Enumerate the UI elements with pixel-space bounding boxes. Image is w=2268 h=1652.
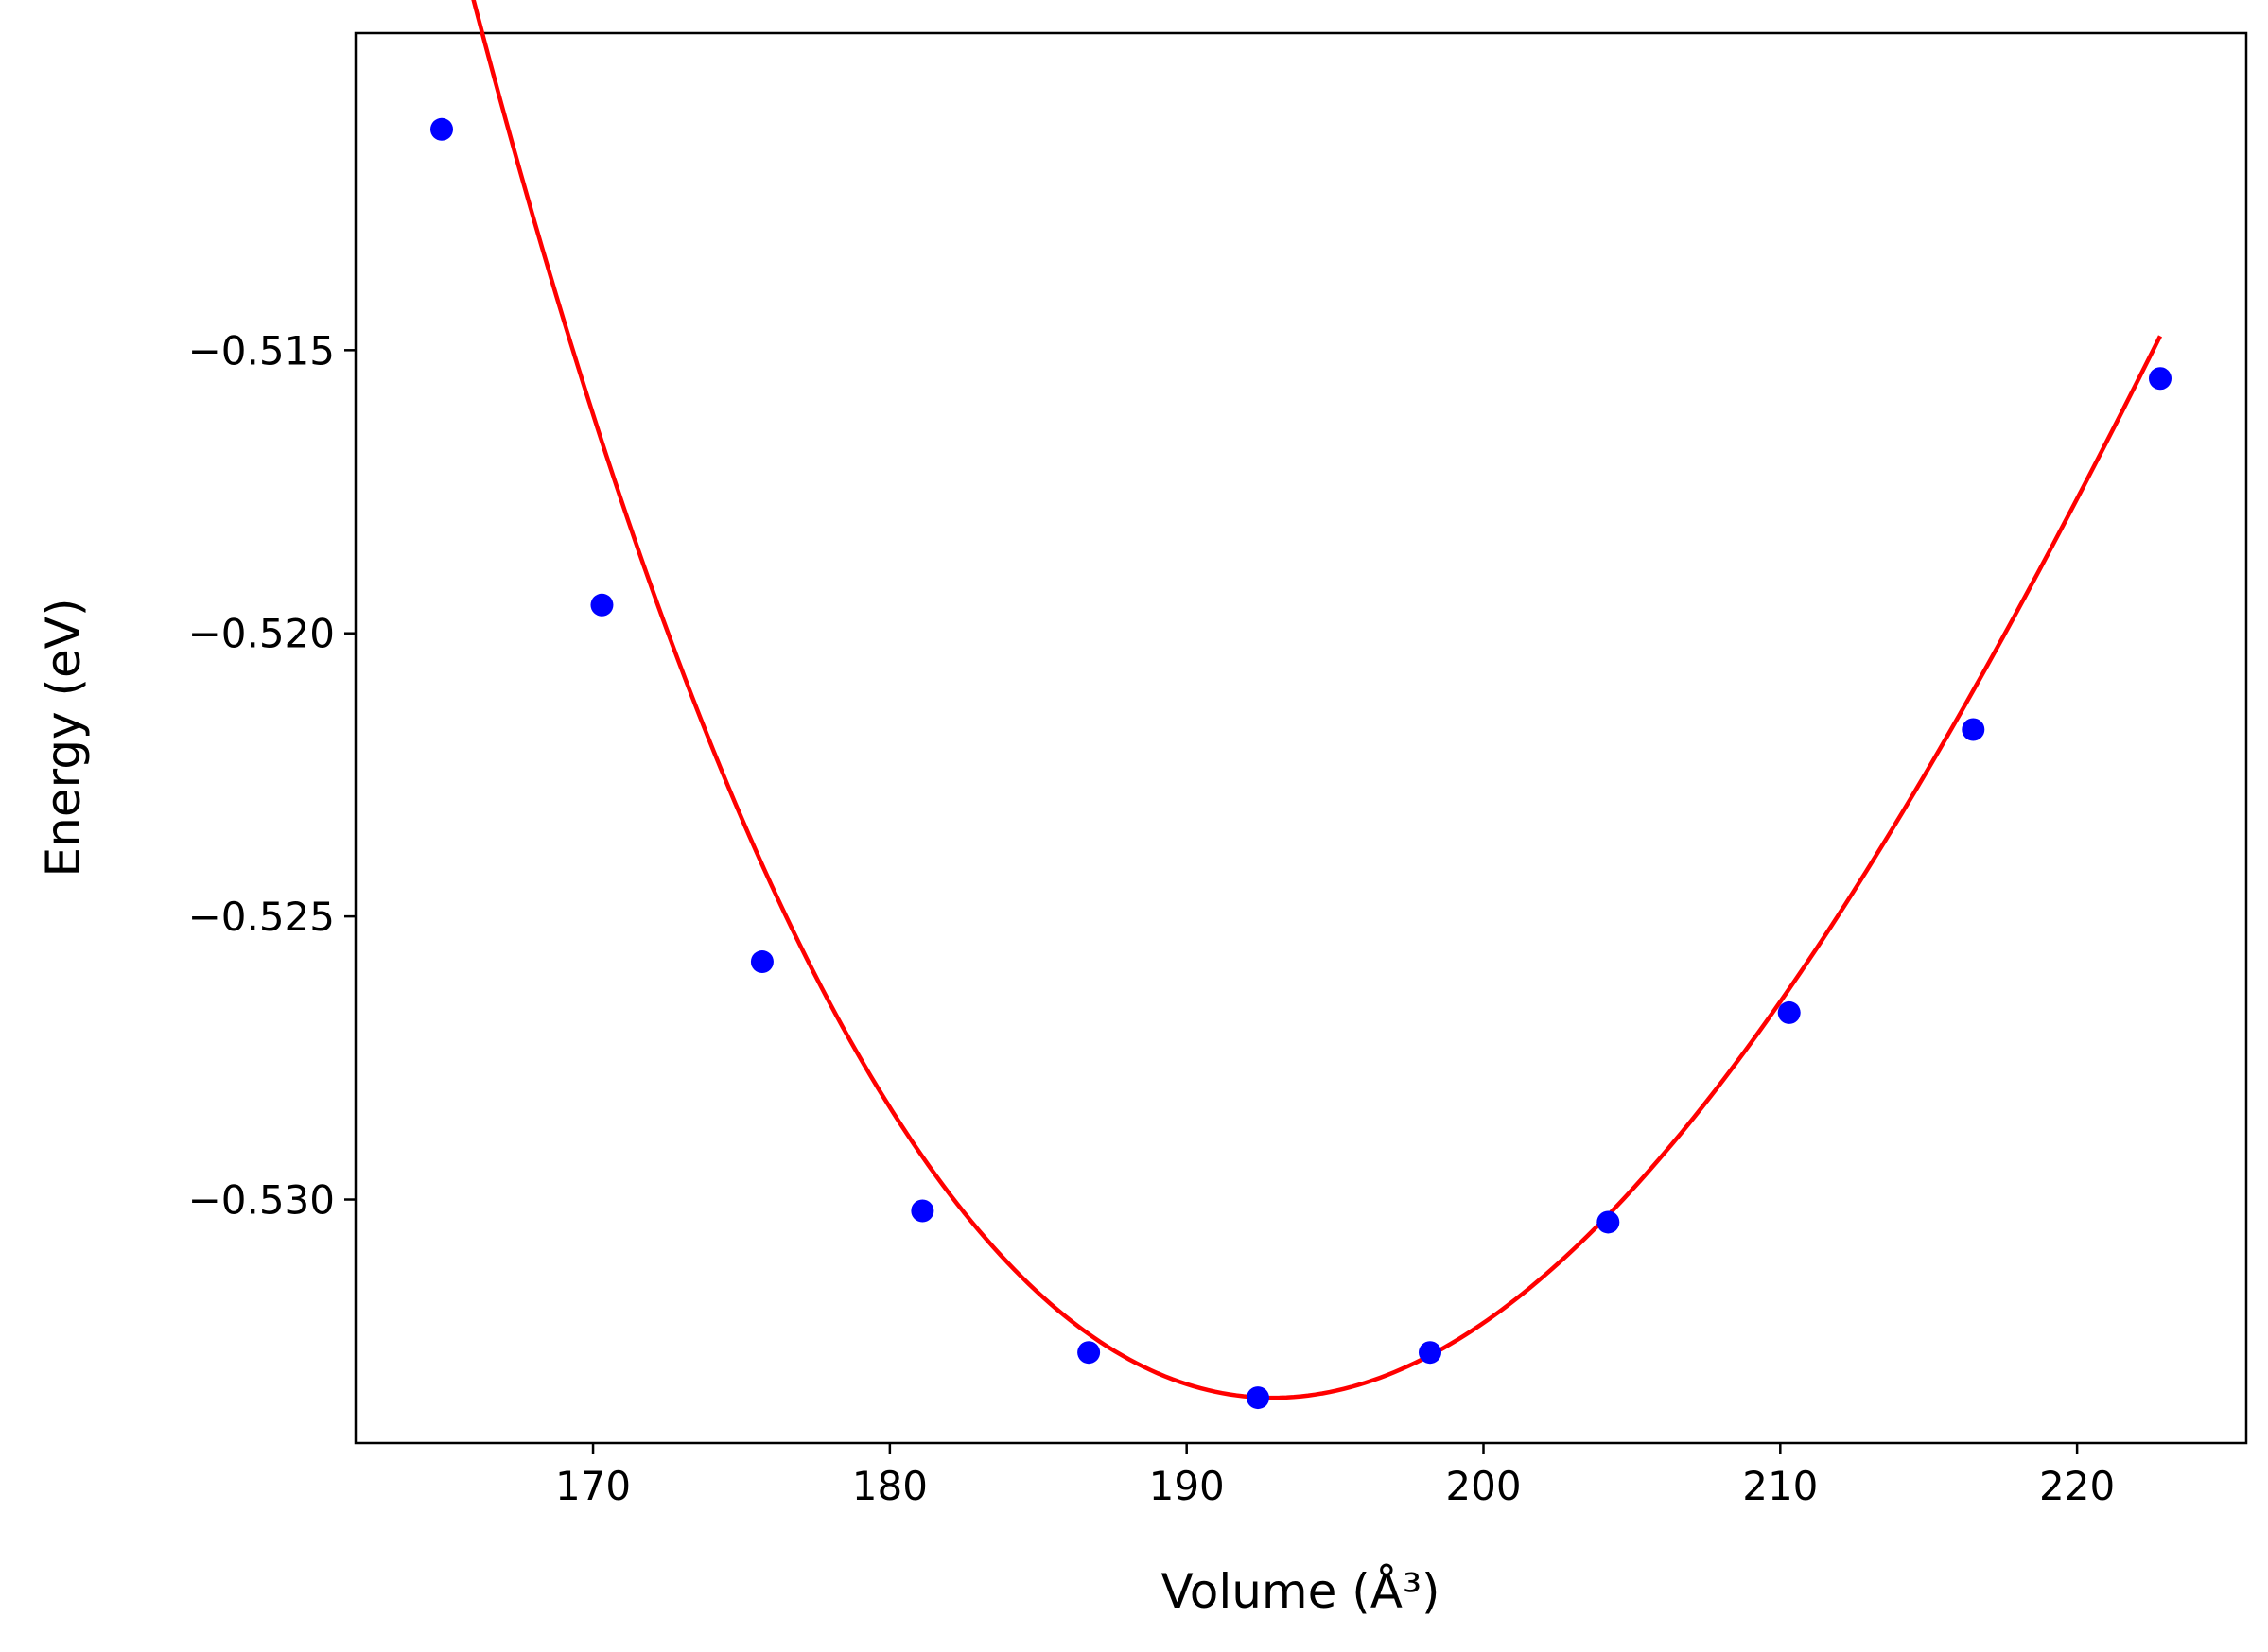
data-point xyxy=(911,1199,934,1223)
x-tick-label: 170 xyxy=(555,1463,631,1509)
x-axis-ticks: 170 180 190 200 210 220 xyxy=(555,1443,2115,1509)
x-tick-label: 180 xyxy=(852,1463,928,1509)
x-tick-label: 190 xyxy=(1149,1463,1225,1509)
x-axis-label: Volume (Å³) xyxy=(1160,1564,1439,1619)
data-point xyxy=(1246,1386,1269,1410)
x-tick-label: 220 xyxy=(2039,1463,2115,1509)
data-point xyxy=(1077,1341,1101,1365)
x-tick-label: 200 xyxy=(1445,1463,1521,1509)
data-point xyxy=(430,117,454,141)
data-point xyxy=(2148,367,2172,391)
data-point xyxy=(750,950,774,974)
data-point xyxy=(1596,1210,1620,1234)
y-tick-label: −0.530 xyxy=(188,1177,335,1224)
data-point xyxy=(1962,718,1985,741)
plot-area-frame xyxy=(354,31,2248,1445)
data-points xyxy=(430,117,2172,1410)
data-point xyxy=(590,593,614,617)
data-point xyxy=(1419,1341,1442,1365)
y-axis-ticks: −0.515 −0.520 −0.525 −0.530 xyxy=(188,327,356,1224)
y-axis-label: Energy (eV) xyxy=(36,599,91,878)
x-tick-label: 210 xyxy=(1742,1463,1818,1509)
y-tick-label: −0.515 xyxy=(188,327,335,374)
y-tick-label: −0.520 xyxy=(188,611,335,657)
fit-curve-line xyxy=(471,0,2163,1400)
y-tick-label: −0.525 xyxy=(188,894,335,940)
data-point xyxy=(1777,1000,1801,1024)
